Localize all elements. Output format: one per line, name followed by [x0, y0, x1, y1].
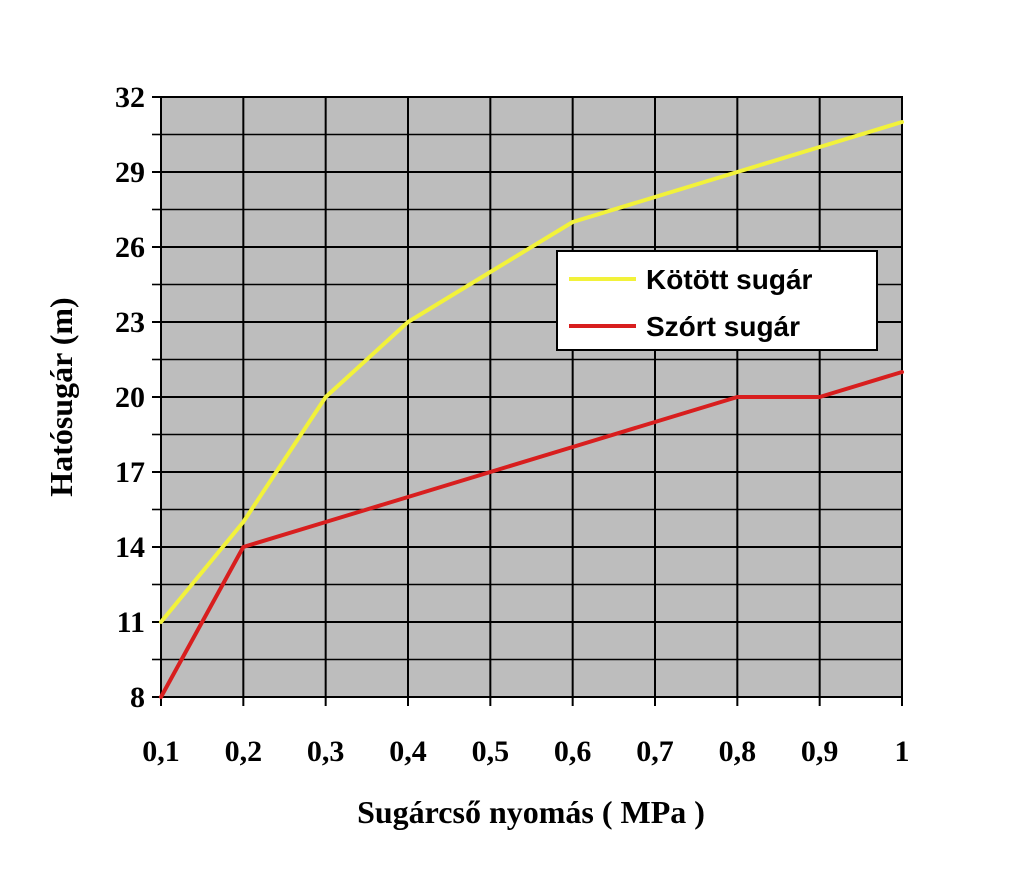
x-tick-label: 0,7 — [636, 735, 674, 768]
x-tick-label: 1 — [895, 735, 910, 768]
y-tick-label: 23 — [115, 306, 145, 339]
x-axis-ticks: 0,1 0,2 0,3 0,4 0,5 0,6 0,7 0,8 0,9 1 — [142, 697, 910, 768]
y-tick-label: 14 — [115, 531, 145, 564]
series-lines — [159, 120, 904, 699]
y-tick-label: 17 — [115, 456, 145, 489]
legend-label: Szórt sugár — [646, 311, 800, 342]
series-line-1 — [159, 120, 904, 624]
y-tick-label: 26 — [115, 231, 145, 264]
series-line-2 — [159, 370, 904, 699]
x-tick-label: 0,6 — [554, 735, 592, 768]
y-tick-label: 20 — [115, 381, 145, 414]
legend: Kötött sugár Szórt sugár — [556, 250, 878, 351]
y-tick-label: 8 — [130, 681, 145, 714]
x-axis-title: Sugárcső nyomás ( MPa ) — [357, 794, 705, 830]
y-tick-label: 32 — [115, 81, 145, 114]
legend-box — [556, 250, 878, 351]
x-tick-label: 0,5 — [472, 735, 510, 768]
y-axis-ticks: 8 11 14 17 20 23 26 29 32 — [115, 81, 161, 714]
y-axis-title: Hatósugár (m) — [43, 297, 79, 496]
x-tick-label: 0,1 — [142, 735, 180, 768]
legend-label: Kötött sugár — [646, 264, 813, 295]
x-tick-label: 0,3 — [307, 735, 345, 768]
x-tick-label: 0,2 — [225, 735, 263, 768]
x-tick-label: 0,4 — [389, 735, 427, 768]
y-tick-label: 11 — [117, 606, 145, 639]
x-tick-label: 0,8 — [719, 735, 757, 768]
x-tick-label: 0,9 — [801, 735, 839, 768]
y-tick-label: 29 — [115, 156, 145, 189]
